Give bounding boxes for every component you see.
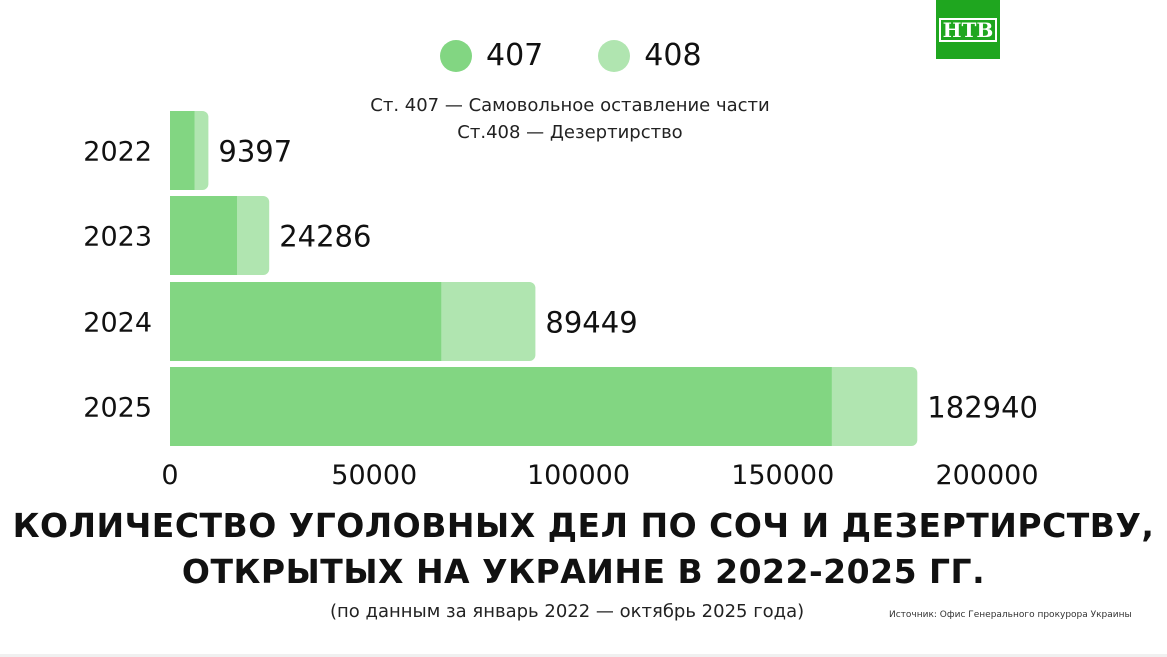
- article-notes: Ст. 407 — Самовольное оставление части С…: [300, 92, 840, 146]
- source-note: Источник: Офис Генерального прокурора Ук…: [889, 610, 1132, 620]
- x-tick-label: 0: [161, 460, 178, 491]
- chart-subtitle: (по данным за январь 2022 — октябрь 2025…: [330, 601, 805, 622]
- category-label: 2025: [83, 393, 152, 424]
- total-label: 89449: [545, 306, 637, 340]
- category-label: 2023: [83, 222, 152, 253]
- bar-407-2024: [170, 282, 442, 361]
- legend: 407 408: [440, 38, 757, 73]
- note-407: Ст. 407 — Самовольное оставление части: [370, 95, 770, 116]
- bar-407-2022: [170, 111, 195, 190]
- category-label: 2022: [83, 137, 152, 168]
- legend-swatch-408: [598, 39, 631, 72]
- legend-swatch-407: [440, 39, 472, 72]
- legend-item-408: 408: [598, 38, 702, 73]
- bar-407-2025: [170, 367, 832, 446]
- x-tick-label: 150000: [731, 460, 834, 491]
- category-label: 2024: [83, 308, 152, 339]
- bar-407-2023: [170, 196, 237, 275]
- chart-title: КОЛИЧЕСТВО УГОЛОВНЫХ ДЕЛ ПО СОЧ И ДЕЗЕРТ…: [12, 506, 1155, 591]
- note-408: Ст.408 — Дезертирство: [457, 122, 683, 143]
- total-label: 9397: [218, 135, 292, 169]
- total-label: 182940: [927, 391, 1038, 425]
- bar-chart: 2022 9397 2023 24286 2024 89449 2025 182940 0 500…: [83, 111, 1039, 491]
- legend-item-407: 407: [440, 38, 543, 73]
- divider: [0, 654, 1167, 657]
- total-label: 24286: [279, 220, 371, 254]
- ntv-logo: НТВ: [936, 0, 1000, 59]
- x-tick-label: 200000: [935, 460, 1038, 491]
- x-tick-label: 100000: [527, 460, 630, 491]
- x-tick-label: 50000: [331, 460, 417, 491]
